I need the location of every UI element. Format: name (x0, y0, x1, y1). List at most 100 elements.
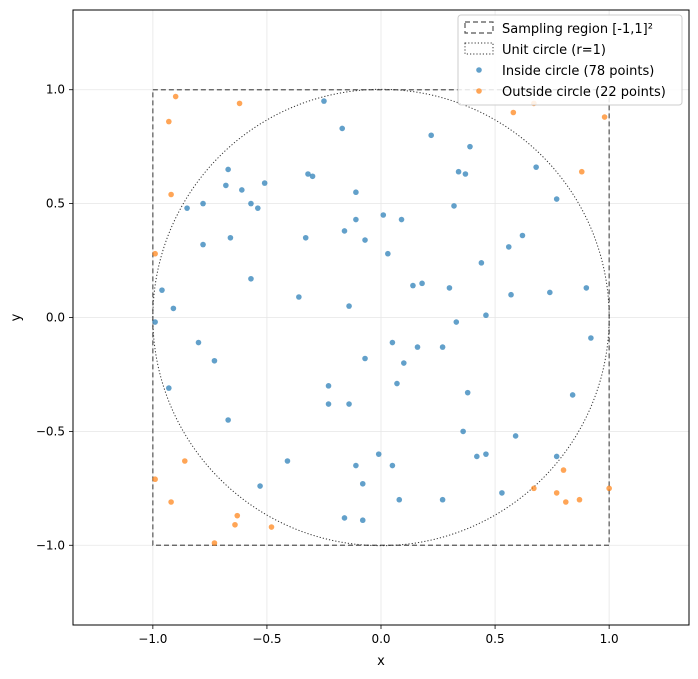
inside-point (428, 132, 434, 139)
inside-point (439, 496, 446, 503)
inside-point (359, 480, 366, 487)
y-tick-label: 1.0 (46, 83, 65, 97)
inside-point (225, 166, 231, 173)
outside-point (152, 250, 158, 257)
unit-circle (152, 88, 610, 547)
inside-point (499, 490, 505, 496)
inside-point (588, 335, 594, 341)
inside-point (375, 451, 382, 457)
x-tick-label: 1.0 (600, 632, 619, 646)
legend-swatch-square (464, 21, 494, 34)
legend-box (457, 14, 683, 106)
legend: Sampling region [-1,1]² Unit circle (r=1… (457, 14, 683, 106)
inside-point (467, 143, 473, 150)
outside-point (560, 467, 567, 473)
inside-point (261, 180, 268, 186)
y-tick-label: 0.5 (46, 197, 65, 211)
outside-point (168, 499, 174, 505)
inside-point (419, 280, 425, 287)
outside-point (234, 512, 241, 519)
inside-point (284, 458, 291, 464)
inside-point (553, 196, 560, 202)
inside-point (353, 189, 359, 196)
outside-point (232, 521, 238, 528)
inside-point (184, 205, 190, 211)
inside-point (159, 287, 165, 293)
inside-point (346, 401, 352, 407)
inside-point (325, 383, 332, 389)
inside-point (305, 171, 311, 177)
inside-point (353, 216, 359, 223)
outside-point (268, 524, 275, 530)
inside-point (455, 168, 462, 175)
outside-point (510, 109, 517, 116)
x-tick-label: 0.0 (371, 632, 390, 646)
inside-point (362, 237, 368, 243)
x-axis-label: x (377, 654, 385, 669)
inside-point (446, 285, 453, 291)
inside-point (257, 483, 263, 489)
outside-point (168, 191, 174, 198)
inside-point (359, 517, 366, 524)
inside-point (547, 289, 553, 296)
inside-point (254, 205, 261, 211)
inside-point (227, 234, 234, 241)
inside-point (200, 241, 206, 248)
legend-label-unit-circle: Unit circle (r=1) (502, 43, 606, 58)
legend-label-inside: Inside circle (78 points) (502, 64, 654, 79)
inside-point (401, 360, 407, 366)
inside-point (346, 303, 352, 309)
y-tick-label: 0.0 (46, 311, 65, 325)
inside-point (325, 401, 332, 407)
outside-point (563, 499, 569, 505)
inside-point (385, 250, 391, 257)
outside-point (576, 496, 583, 503)
inside-point (195, 339, 202, 346)
inside-point (170, 305, 177, 312)
inside-point (380, 212, 387, 218)
inside-point (569, 392, 576, 398)
inside-point (223, 182, 229, 189)
inside-point (389, 339, 396, 346)
inside-point (464, 389, 471, 396)
outside-point (553, 490, 560, 496)
inside-point (410, 282, 416, 289)
inside-point (200, 200, 206, 207)
y-tick-label: −1.0 (36, 538, 65, 552)
inside-point (553, 453, 560, 460)
inside-point (353, 462, 359, 469)
inside-point (451, 203, 457, 209)
inside-point (211, 357, 218, 364)
inside-point (508, 291, 514, 298)
legend-swatch-circle (464, 42, 494, 55)
inside-point (483, 451, 489, 457)
x-tick-label: 0.5 (486, 632, 505, 646)
inside-point (474, 453, 480, 460)
inside-point (248, 275, 254, 282)
x-tick-label: −1.0 (138, 632, 167, 646)
reference-shapes (152, 88, 610, 547)
inside-point (483, 312, 489, 319)
inside-point (239, 187, 245, 193)
outside-point (606, 485, 612, 492)
inside-point (439, 344, 446, 350)
legend-swatch-outside (476, 88, 482, 94)
inside-point (462, 171, 469, 177)
inside-point (362, 355, 368, 362)
inside-point (341, 228, 348, 234)
inside-point (296, 294, 302, 300)
inside-point (512, 433, 519, 439)
y-tick-label: −0.5 (36, 424, 65, 438)
inside-point (478, 260, 485, 266)
inside-point (166, 385, 172, 391)
x-tick-label: −0.5 (252, 632, 281, 646)
legend-label-outside: Outside circle (22 points) (502, 85, 666, 100)
inside-point (505, 244, 512, 250)
outside-point (172, 93, 179, 100)
inside-point (225, 417, 231, 423)
inside-point (519, 232, 526, 239)
legend-label-sampling-region: Sampling region [-1,1]² (502, 22, 653, 37)
outside-point (181, 458, 188, 464)
